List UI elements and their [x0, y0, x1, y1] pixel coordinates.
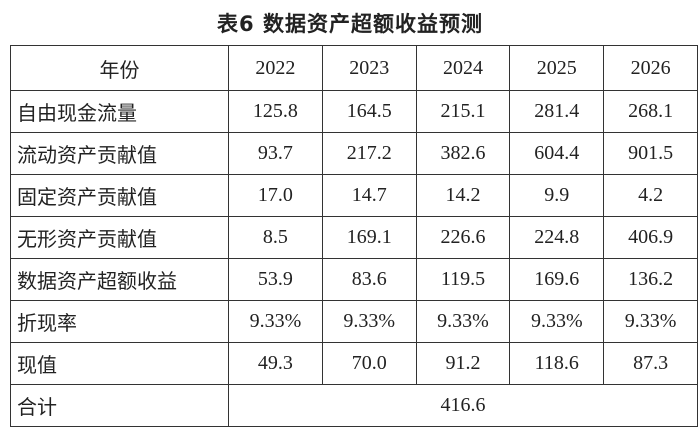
table-row: 数据资产超额收益 53.9 83.6 119.5 169.6 136.2 — [10, 258, 698, 301]
cell: 49.3 — [228, 342, 323, 385]
cell: 2024 — [415, 45, 511, 91]
cell: 70.0 — [321, 342, 417, 385]
cell: 93.7 — [228, 132, 323, 175]
cell: 217.2 — [321, 132, 417, 175]
cell: 169.1 — [321, 216, 417, 259]
row-label: 数据资产超额收益 — [10, 258, 229, 301]
cell: 119.5 — [415, 258, 511, 301]
table-row: 合计 416.6 — [10, 384, 698, 427]
cell: 164.5 — [321, 90, 417, 133]
cell: 215.1 — [415, 90, 511, 133]
cell: 9.33% — [509, 300, 605, 343]
header-row: 年份 2022 2023 2024 2025 2026 — [10, 45, 698, 91]
table-title: 表6 数据资产超额收益预测 — [217, 12, 483, 36]
cell: 226.6 — [415, 216, 511, 259]
row-label: 年份 — [10, 45, 229, 91]
cell: 9.33% — [228, 300, 323, 343]
cell: 224.8 — [509, 216, 605, 259]
cell: 2023 — [321, 45, 417, 91]
cell: 604.4 — [509, 132, 605, 175]
cell: 87.3 — [603, 342, 698, 385]
cell: 9.9 — [509, 174, 605, 217]
row-label: 无形资产贡献值 — [10, 216, 229, 259]
row-label: 折现率 — [10, 300, 229, 343]
cell: 4.2 — [603, 174, 698, 217]
cell: 14.2 — [415, 174, 511, 217]
row-label: 自由现金流量 — [10, 90, 229, 133]
cell: 91.2 — [415, 342, 511, 385]
cell: 382.6 — [415, 132, 511, 175]
cell: 281.4 — [509, 90, 605, 133]
cell: 9.33% — [321, 300, 417, 343]
table-row: 折现率 9.33% 9.33% 9.33% 9.33% 9.33% — [10, 300, 698, 343]
table-row: 自由现金流量 125.8 164.5 215.1 281.4 268.1 — [10, 90, 698, 133]
cell: 9.33% — [415, 300, 511, 343]
row-label: 合计 — [10, 384, 229, 427]
cell: 17.0 — [228, 174, 323, 217]
cell: 416.6 — [228, 384, 698, 427]
cell: 8.5 — [228, 216, 323, 259]
table-row: 固定资产贡献值 17.0 14.7 14.2 9.9 4.2 — [10, 174, 698, 217]
cell: 406.9 — [603, 216, 698, 259]
row-label: 固定资产贡献值 — [10, 174, 229, 217]
cell: 118.6 — [509, 342, 605, 385]
cell: 53.9 — [228, 258, 323, 301]
table-row: 现值 49.3 70.0 91.2 118.6 87.3 — [10, 342, 698, 385]
cell: 169.6 — [509, 258, 605, 301]
table-row: 无形资产贡献值 8.5 169.1 226.6 224.8 406.9 — [10, 216, 698, 259]
cell: 125.8 — [228, 90, 323, 133]
cell: 2026 — [603, 45, 698, 91]
cell: 2022 — [228, 45, 323, 91]
cell: 136.2 — [603, 258, 698, 301]
table-row: 流动资产贡献值 93.7 217.2 382.6 604.4 901.5 — [10, 132, 698, 175]
cell: 268.1 — [603, 90, 698, 133]
cell: 901.5 — [603, 132, 698, 175]
cell: 2025 — [509, 45, 605, 91]
row-label: 现值 — [10, 342, 229, 385]
cell: 83.6 — [321, 258, 417, 301]
row-label: 流动资产贡献值 — [10, 132, 229, 175]
data-table: 年份 2022 2023 2024 2025 2026 自由现金流量 125.8 164.5 21… — [10, 45, 698, 427]
cell: 14.7 — [321, 174, 417, 217]
cell: 9.33% — [603, 300, 698, 343]
